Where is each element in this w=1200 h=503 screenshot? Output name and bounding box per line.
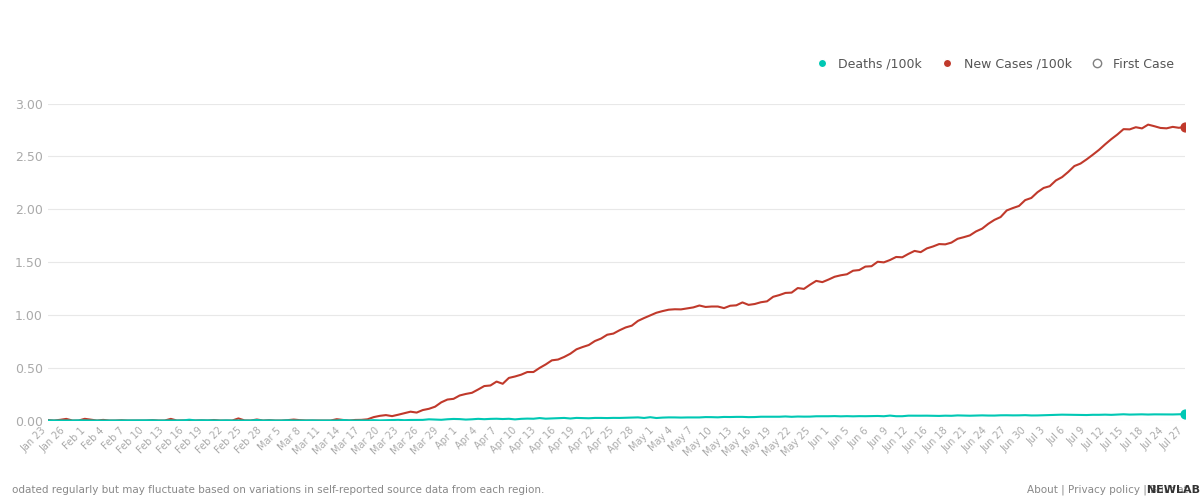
- Text: NEWLAB: NEWLAB: [1142, 485, 1200, 495]
- Legend: Deaths /100k, New Cases /100k, First Case: Deaths /100k, New Cases /100k, First Cas…: [805, 53, 1178, 76]
- Point: [1176, 123, 1195, 131]
- Point: [1176, 410, 1195, 418]
- Text: odated regularly but may fluctuate based on variations in self-reported source d: odated regularly but may fluctuate based…: [12, 485, 545, 495]
- Text: About | Privacy policy | Built at: About | Privacy policy | Built at: [1027, 485, 1188, 495]
